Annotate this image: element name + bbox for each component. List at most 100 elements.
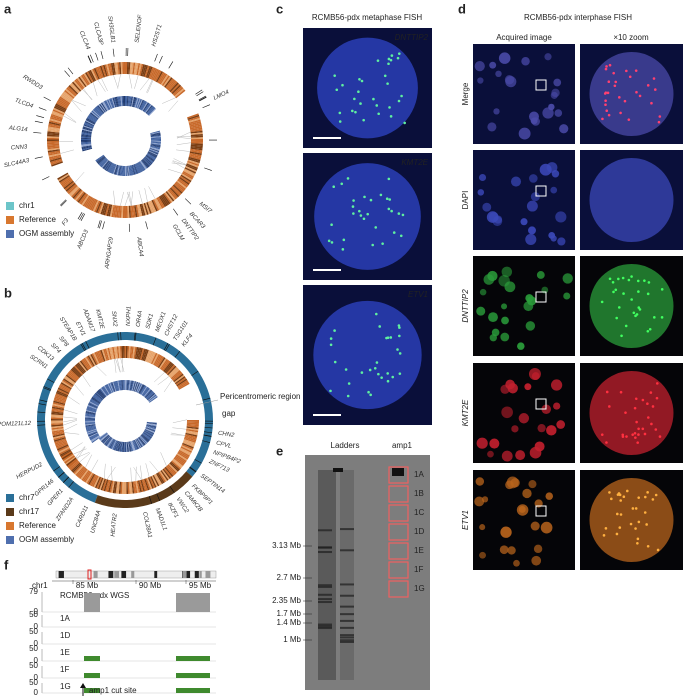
reference-ring (99, 478, 105, 490)
assembly-ring (85, 419, 96, 421)
ring-tick (134, 332, 137, 341)
reference-ring (69, 369, 80, 379)
reference-ring (114, 481, 118, 494)
reference-ring (116, 205, 120, 218)
ring-tick (199, 96, 207, 101)
assembly-ring (143, 157, 152, 166)
fish-signal (362, 118, 365, 122)
ring-tick (189, 466, 197, 472)
reference-ring (98, 350, 105, 363)
assembly-ring (94, 393, 103, 401)
track-min: 0 (34, 622, 39, 631)
cell (491, 328, 500, 337)
reference-ring (187, 113, 199, 119)
reference-ring (124, 205, 127, 218)
reference-ring (170, 461, 180, 471)
assembly-ring (114, 96, 118, 107)
reference-ring (77, 362, 87, 373)
assembly-ring (108, 383, 114, 393)
fish-signal (398, 334, 401, 338)
reference-ring (142, 203, 148, 216)
reference-ring (47, 149, 60, 153)
gel-band (318, 625, 332, 628)
assembly-ring (81, 135, 92, 138)
reference-ring (61, 452, 73, 460)
assembly-ring (126, 165, 128, 176)
fish-signal (368, 368, 372, 372)
fish-signal (338, 111, 342, 115)
fish-signal (386, 82, 389, 85)
fish-signal (612, 71, 615, 75)
reference-ring (144, 349, 151, 362)
fish-signal (625, 69, 628, 73)
assembly-ring (122, 441, 124, 452)
reference-ring (148, 67, 155, 79)
reference-ring (168, 367, 179, 378)
reference-ring (188, 119, 201, 125)
assembly-ring (149, 148, 159, 153)
assembly-ring (117, 165, 121, 176)
reference-ring (90, 69, 98, 81)
assembly-ring (142, 158, 150, 167)
cell (501, 450, 513, 462)
cell (557, 237, 566, 246)
reference-ring (159, 470, 168, 482)
reference-ring (66, 373, 77, 382)
assembly-ring (85, 412, 96, 415)
reference-ring (47, 147, 60, 151)
link-line (62, 419, 78, 423)
assembly-ring (145, 155, 155, 162)
assembly-ring (123, 441, 125, 452)
reference-ring (73, 80, 83, 91)
reference-ring (76, 77, 86, 88)
ideogram-band (122, 571, 127, 578)
assembly-ring (89, 433, 99, 439)
gel-band (318, 529, 332, 532)
cell (528, 226, 536, 235)
fish-signal (655, 382, 659, 385)
ring-tick (165, 343, 170, 352)
ring-tick (202, 397, 211, 401)
gel-band (318, 623, 332, 626)
link-line (116, 358, 121, 373)
reference-ring (89, 474, 97, 486)
cell (537, 423, 546, 433)
reference-ring (88, 473, 96, 485)
ring-tick (80, 213, 86, 221)
assembly-ring (100, 159, 109, 168)
assembly-ring (144, 104, 152, 114)
reference-ring (55, 393, 68, 399)
reference-ring (58, 174, 70, 183)
row-label: DNTTIP2 (461, 289, 470, 323)
reference-ring (78, 193, 87, 204)
link-line (71, 100, 82, 112)
reference-ring (165, 363, 175, 374)
reference-ring (57, 445, 70, 452)
assembly-ring (134, 439, 141, 449)
fish-signal (646, 402, 649, 406)
reference-ring (105, 203, 110, 216)
annotation: gap (222, 409, 236, 418)
assembly-ring (127, 96, 130, 107)
assembly-ring (107, 383, 113, 394)
reference-ring (119, 346, 122, 359)
fish-signal (353, 97, 356, 101)
ring-tick (77, 212, 83, 220)
reference-ring (105, 479, 110, 492)
ring-tick (174, 351, 181, 358)
assembly-ring (129, 165, 133, 176)
size-label: 2.7 Mb (277, 573, 302, 582)
fish-signal (335, 88, 339, 92)
fish-signal (330, 223, 333, 227)
link-line (176, 136, 192, 140)
reference-ring (178, 451, 190, 459)
reference-ring (47, 146, 60, 150)
reference-ring (89, 69, 97, 82)
assembly-ring (83, 123, 94, 128)
reference-ring (149, 67, 156, 80)
reference-ring (139, 204, 144, 217)
assembly-ring (86, 407, 97, 412)
ring-tick (199, 97, 207, 102)
reference-ring (178, 176, 190, 185)
reference-ring (122, 62, 125, 75)
